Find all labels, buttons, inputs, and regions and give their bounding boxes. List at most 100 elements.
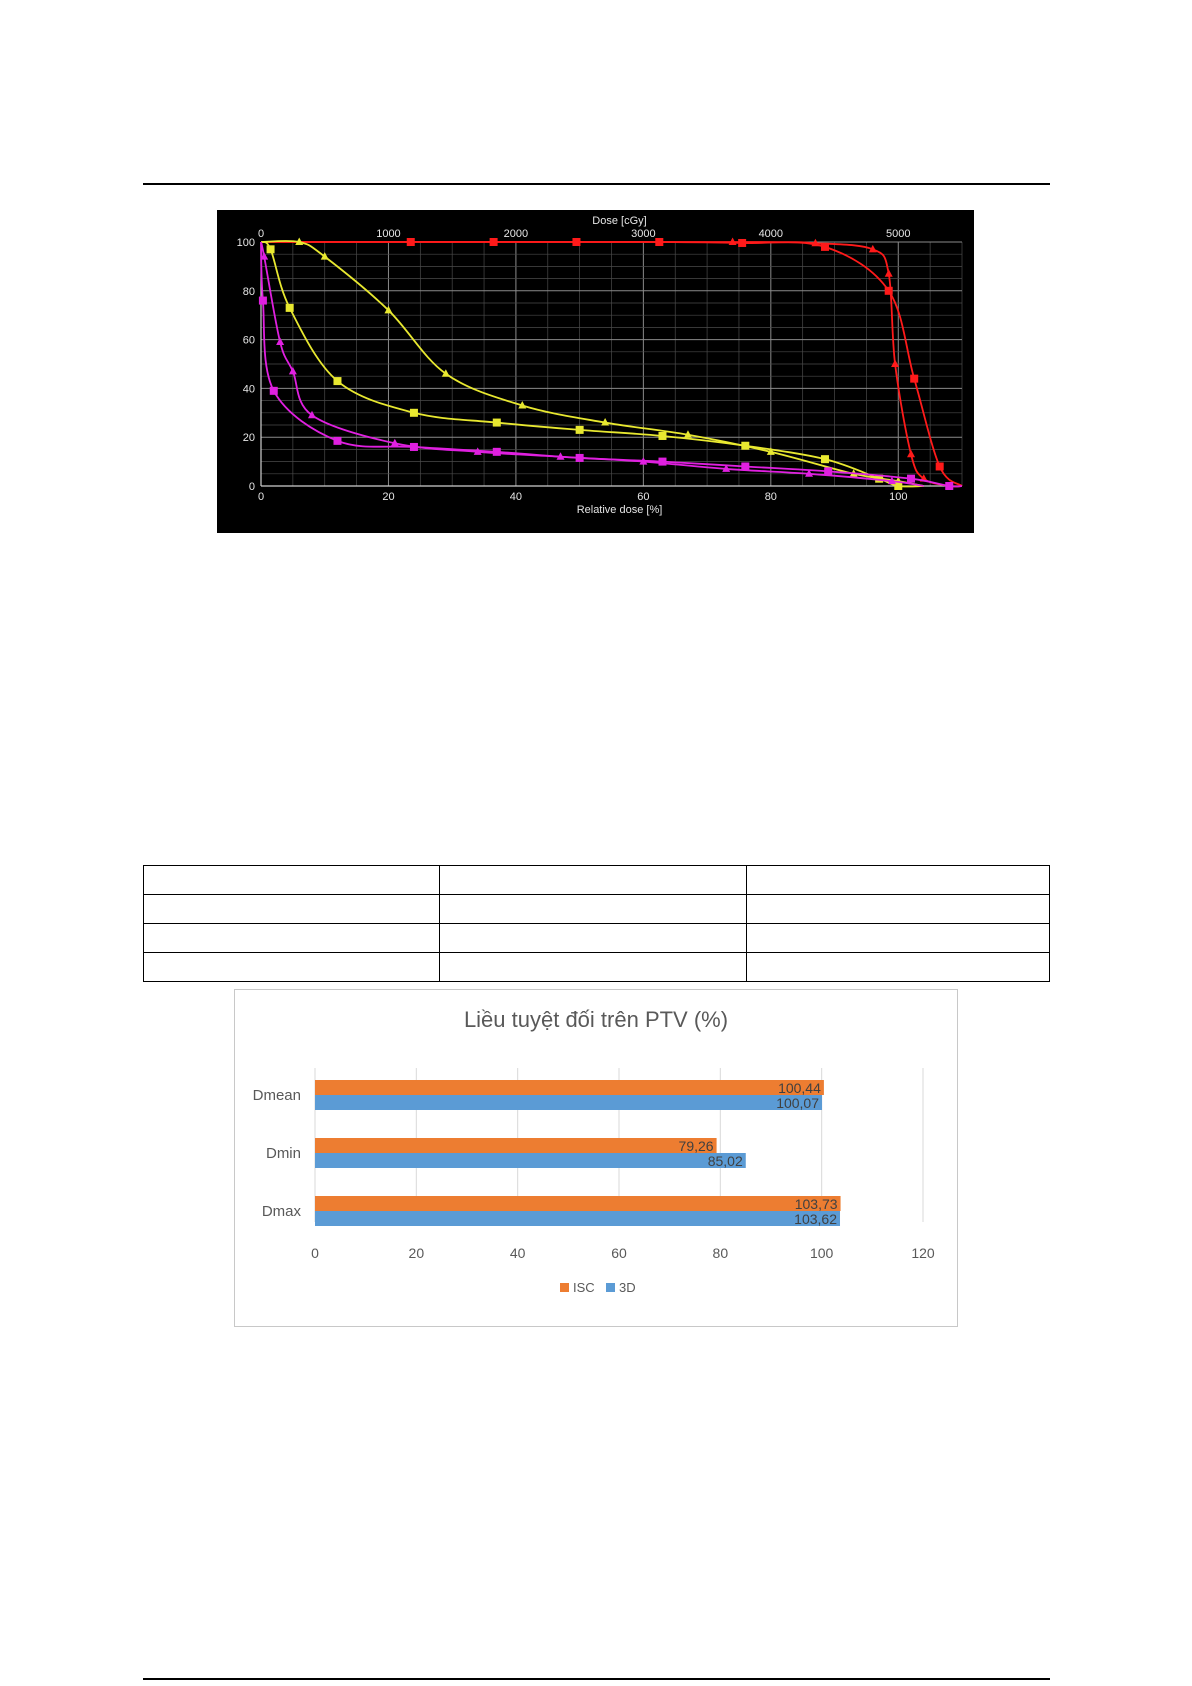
- dvh-square-marker: [658, 431, 667, 440]
- dvh-triangle-marker: [295, 237, 304, 245]
- dvh-triangle-marker: [390, 438, 399, 447]
- dvh-square-marker: [884, 286, 893, 295]
- dvh-triangle-marker: [518, 400, 527, 409]
- x-tick-label: 0: [311, 1245, 319, 1261]
- x-tick-label: 80: [765, 491, 777, 503]
- top-tick-label: 1000: [376, 228, 400, 240]
- legend-label: ISC: [573, 1280, 595, 1295]
- x-tick-label: 100: [810, 1245, 834, 1261]
- dvh-square-marker: [741, 462, 750, 471]
- bar-3d: [315, 1095, 823, 1110]
- x-tick-label: 20: [382, 491, 394, 503]
- bar-value-label: 100,07: [776, 1095, 819, 1111]
- dvh-square-marker: [333, 436, 342, 445]
- x-axis-title: Relative dose [%]: [577, 504, 663, 516]
- y-tick-label: 80: [243, 286, 255, 298]
- empty-table: [143, 865, 1050, 982]
- table-cell: [439, 952, 747, 982]
- dvh-square-marker: [910, 374, 919, 383]
- dvh-square-marker: [907, 474, 916, 483]
- top-tick-label: 0: [258, 228, 264, 240]
- bottom-rule: [143, 1678, 1050, 1680]
- dvh-triangle-marker: [811, 238, 820, 247]
- top-tick-label: 5000: [886, 228, 910, 240]
- dvh-triangle-marker: [766, 447, 775, 455]
- dvh-square-marker: [285, 303, 294, 312]
- dvh-square-marker: [820, 455, 829, 464]
- table-cell: [143, 923, 440, 953]
- dvh-triangle-marker: [868, 244, 877, 253]
- x-tick-label: 120: [911, 1245, 935, 1261]
- dvh-triangle-marker: [805, 469, 814, 477]
- dvh-triangle-marker: [907, 449, 916, 458]
- dvh-square-marker: [409, 408, 418, 417]
- dvh-triangle-marker: [276, 337, 285, 346]
- dvh-triangle-marker: [683, 430, 692, 438]
- table-row: [143, 865, 1050, 895]
- table-row: [143, 952, 1050, 982]
- top-rule: [143, 183, 1050, 185]
- x-tick-label: 60: [611, 1245, 627, 1261]
- bar-chart-panel: Liều tuyệt đối trên PTV (%) 0 20 40 60 80 100 1…: [234, 989, 958, 1327]
- x-tick-label: 20: [409, 1245, 425, 1261]
- dvh-square-marker: [738, 238, 747, 247]
- top-tick-label: 3000: [631, 228, 655, 240]
- dvh-square-marker: [333, 377, 342, 386]
- dvh-square-marker: [258, 296, 267, 305]
- bar-3d: [315, 1211, 841, 1226]
- table-cell: [439, 894, 747, 924]
- dvh-triangle-marker: [384, 305, 393, 314]
- category-label: Dmax: [262, 1203, 302, 1220]
- table-cell: [746, 865, 1050, 895]
- dvh-triangle-marker: [722, 464, 731, 472]
- dvh-square-marker: [269, 386, 278, 395]
- bar-isc: [315, 1196, 841, 1211]
- dvh-triangle-marker: [891, 359, 900, 367]
- table-cell: [143, 894, 440, 924]
- dvh-square-marker: [658, 457, 667, 466]
- x-tick-label: 0: [258, 491, 264, 503]
- table-cell: [143, 865, 440, 895]
- top-axis-title: Dose [cGy]: [592, 215, 646, 227]
- dvh-triangle-marker: [288, 366, 297, 375]
- legend-swatch: [560, 1283, 569, 1292]
- x-tick-label: 60: [637, 491, 649, 503]
- x-tick-label: 40: [510, 491, 522, 503]
- table-cell: [439, 923, 747, 953]
- table-cell: [746, 923, 1050, 953]
- y-tick-label: 40: [243, 383, 255, 395]
- bar-value-label: 103,62: [794, 1211, 837, 1227]
- dvh-square-marker: [894, 482, 903, 490]
- x-tick-label: 40: [510, 1245, 526, 1261]
- top-tick-label: 2000: [504, 228, 528, 240]
- legend-swatch: [606, 1283, 615, 1292]
- dvh-triangle-marker: [887, 476, 896, 485]
- bar-value-label: 79,26: [679, 1138, 714, 1154]
- dvh-triangle-marker: [307, 410, 316, 419]
- table-row: [143, 894, 1050, 924]
- dvh-square-marker: [266, 245, 275, 254]
- bar-value-label: 100,44: [778, 1080, 821, 1096]
- category-label: Dmean: [253, 1087, 301, 1104]
- y-tick-label: 20: [243, 432, 255, 444]
- table-cell: [746, 894, 1050, 924]
- y-tick-label: 100: [237, 237, 255, 249]
- dvh-triangle-marker: [473, 447, 482, 455]
- y-tick-label: 0: [249, 481, 255, 493]
- dvh-triangle-marker: [728, 237, 737, 245]
- table-row: [143, 923, 1050, 953]
- bar-chart: Liều tuyệt đối trên PTV (%) 0 20 40 60 80 100 1…: [253, 1007, 935, 1295]
- dvh-triangle-marker: [601, 418, 610, 426]
- bar-3d: [315, 1153, 746, 1168]
- table-cell: [746, 952, 1050, 982]
- bar-chart-title: Liều tuyệt đối trên PTV (%): [464, 1007, 728, 1032]
- table-cell: [143, 952, 440, 982]
- legend-label: 3D: [619, 1280, 636, 1295]
- dvh-triangle-marker: [556, 452, 565, 460]
- x-tick-label: 80: [713, 1245, 729, 1261]
- dvh-triangle-marker: [320, 252, 329, 260]
- dvh-square-marker: [945, 482, 954, 490]
- dvh-square-marker: [492, 418, 501, 427]
- dvh-triangle-marker: [884, 269, 893, 277]
